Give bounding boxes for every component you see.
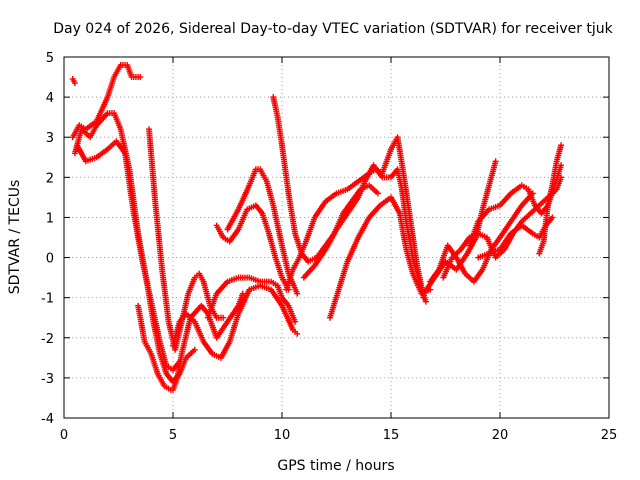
y-tick-label: 0	[46, 252, 54, 267]
data-point	[292, 318, 299, 325]
data-point	[137, 74, 144, 81]
data-point	[191, 346, 198, 353]
x-tick-label: 5	[169, 428, 177, 443]
series-arc-9	[213, 202, 292, 293]
series-arc-8	[204, 274, 299, 325]
series-arc-16	[427, 190, 536, 285]
series-arc-20	[536, 142, 565, 257]
y-tick-label: 5	[46, 51, 54, 66]
series-arc-1	[69, 76, 78, 87]
y-tick-label: 2	[46, 171, 54, 186]
x-tick-label: 10	[274, 428, 291, 443]
y-tick-label: -3	[41, 372, 54, 387]
series-arc-2	[69, 62, 144, 141]
data-point	[294, 290, 301, 297]
grid-lines	[64, 57, 609, 418]
y-tick-label: -1	[41, 292, 54, 307]
series-arc-13	[300, 162, 429, 305]
data-point	[558, 142, 565, 149]
data-point	[549, 214, 556, 221]
data-point	[220, 314, 227, 321]
data-point	[422, 298, 429, 305]
chart-title: Day 024 of 2026, Sidereal Day-to-day VTE…	[53, 21, 613, 37]
series-arc-4	[74, 138, 183, 373]
x-tick-label: 15	[383, 428, 400, 443]
x-tick-label: 25	[601, 428, 618, 443]
data-marks	[69, 62, 565, 393]
data-point	[492, 158, 499, 165]
data-point	[294, 330, 301, 337]
series-arc-14	[326, 194, 434, 321]
y-tick-label: 1	[46, 211, 54, 226]
x-axis-label: GPS time / hours	[277, 458, 394, 474]
x-tick-label: 20	[492, 428, 509, 443]
axis-ticks: 0 5 10 15 20 25 -4 -3 -2 -1 0 1 2 3 4 5	[41, 51, 617, 443]
y-tick-label: 4	[46, 91, 54, 106]
y-axis-label: SDTVAR / TECUs	[7, 180, 23, 295]
plot-frame	[63, 56, 610, 419]
y-tick-label: -4	[41, 412, 54, 427]
series-arc-7	[170, 282, 301, 361]
series-arc-5	[135, 290, 246, 393]
x-tick-label: 0	[60, 428, 68, 443]
series-arc-10	[224, 166, 301, 297]
series-arc-6	[146, 126, 227, 353]
y-tick-label: -2	[41, 332, 54, 347]
y-tick-label: 3	[46, 131, 54, 146]
data-point	[71, 80, 78, 87]
data-point	[558, 162, 565, 169]
data-point	[374, 190, 381, 197]
